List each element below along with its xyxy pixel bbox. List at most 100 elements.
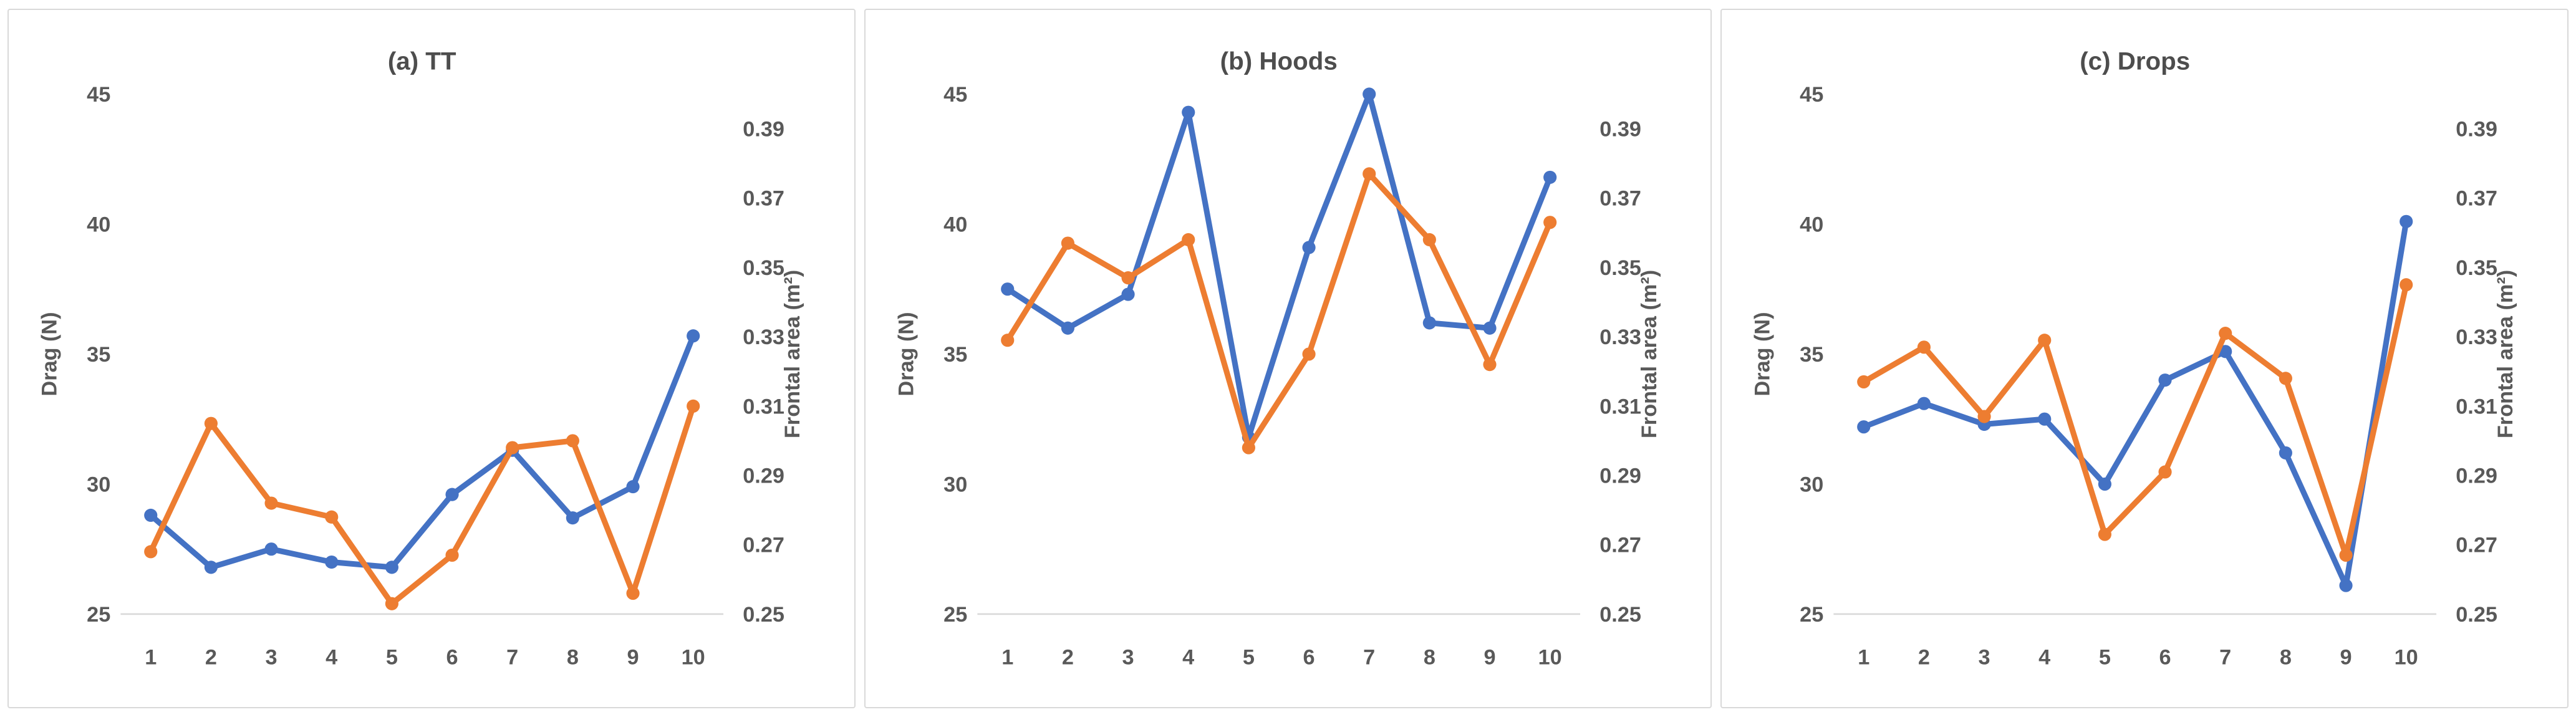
frontal-area-data-point-marker xyxy=(2219,327,2232,340)
right-axis-tick: 0.27 xyxy=(1599,534,1641,557)
left-axis-tick: 45 xyxy=(943,83,967,107)
x-axis-tick: 2 xyxy=(205,646,217,670)
x-axis-tick: 9 xyxy=(2340,646,2352,670)
x-axis-tick: 5 xyxy=(2099,646,2111,670)
frontal-area-data-point-marker xyxy=(2400,278,2413,292)
x-axis-tick: 5 xyxy=(1243,646,1255,670)
x-axis-tick: 9 xyxy=(627,646,639,670)
drag-data-point-marker xyxy=(626,480,640,494)
drag-series-line xyxy=(1861,218,2410,589)
right-axis-tick: 0.33 xyxy=(1599,325,1641,349)
frontal-area-data-point-marker xyxy=(2158,465,2172,479)
x-axis-tick: 1 xyxy=(1001,646,1013,670)
chart-title: (a) TT xyxy=(388,47,456,75)
right-axis-tick: 0.35 xyxy=(1599,256,1641,280)
right-axis-tick: 0.27 xyxy=(743,534,784,557)
frontal-area-data-point-marker xyxy=(1362,167,1376,181)
frontal-area-data-point-marker xyxy=(1483,358,1497,372)
frontal-area-data-point-marker xyxy=(1181,233,1195,247)
frontal-area-data-point-marker xyxy=(2098,527,2112,541)
drag-data-point-marker xyxy=(325,555,339,569)
right-axis-tick: 0.25 xyxy=(2456,603,2498,627)
drag-data-point-marker xyxy=(566,511,579,525)
left-axis-tick: 35 xyxy=(943,343,967,367)
frontal-area-data-point-marker xyxy=(687,399,700,413)
drag-data-point-marker xyxy=(1181,105,1195,119)
right-axis-tick: 0.31 xyxy=(2456,395,2498,418)
chart-title: (b) Hoods xyxy=(1220,47,1337,75)
drag-series-line xyxy=(1004,91,1553,440)
x-axis-tick: 1 xyxy=(145,646,157,670)
drag-data-point-marker xyxy=(1000,282,1014,296)
right-axis-tick: 0.29 xyxy=(1599,464,1641,488)
left-axis-tick: 45 xyxy=(87,83,110,107)
frontal-area-data-point-marker xyxy=(1242,441,1255,455)
frontal-area-data-point-marker xyxy=(204,416,218,430)
drag-data-point-marker xyxy=(1061,321,1074,335)
frontal-area-data-point-marker xyxy=(445,548,459,562)
frontal-area-data-point-marker xyxy=(325,510,339,524)
x-axis-tick: 4 xyxy=(2039,646,2051,670)
left-axis-tick: 35 xyxy=(87,343,110,367)
right-axis-tick: 0.35 xyxy=(2456,256,2498,280)
left-axis-tick: 40 xyxy=(87,213,110,236)
left-axis-tick: 30 xyxy=(1800,473,1824,496)
right-axis-title: Frontal area (m²) xyxy=(781,270,804,438)
drag-data-point-marker xyxy=(687,329,700,343)
frontal-area-series-line xyxy=(148,403,697,607)
frontal-area-data-point-marker xyxy=(385,597,398,610)
frontal-area-data-point-marker xyxy=(1543,216,1556,229)
frontal-area-data-point-marker xyxy=(144,545,158,559)
chart-canvas-a: (a) TT25303540450.250.270.290.310.330.35… xyxy=(38,47,804,670)
frontal-area-data-point-marker xyxy=(264,496,278,510)
drag-data-point-marker xyxy=(144,508,158,522)
drag-data-point-marker xyxy=(2158,373,2172,387)
drag-data-point-marker xyxy=(445,488,459,501)
left-axis-title: Drag (N) xyxy=(1751,312,1775,396)
right-axis-tick: 0.39 xyxy=(1599,118,1641,142)
right-axis-tick: 0.33 xyxy=(2456,325,2498,349)
drag-data-point-marker xyxy=(2038,412,2052,426)
drag-data-point-marker xyxy=(264,542,278,556)
chart-panel-a: (a) TT 25 30 35 40 45 0.25 0.27 0.29 0.31 0.33 0.35… xyxy=(7,9,856,708)
right-axis-tick: 0.39 xyxy=(743,118,784,142)
x-axis-tick: 3 xyxy=(266,646,277,670)
left-axis-title: Drag (N) xyxy=(894,312,918,396)
x-axis-tick: 7 xyxy=(506,646,518,670)
right-axis-tick: 0.37 xyxy=(2456,187,2498,211)
drag-data-point-marker xyxy=(1483,321,1497,335)
frontal-area-series-line xyxy=(1861,282,2410,558)
left-axis-tick: 35 xyxy=(1800,343,1824,367)
right-axis-tick: 0.37 xyxy=(743,187,784,211)
right-axis-tick: 0.31 xyxy=(743,395,784,418)
right-axis-tick: 0.33 xyxy=(743,325,784,349)
drag-series-line xyxy=(148,333,697,570)
drag-data-point-marker xyxy=(1857,420,1871,434)
x-axis-tick: 10 xyxy=(682,646,705,670)
x-axis-tick: 6 xyxy=(446,646,458,670)
x-axis-tick: 3 xyxy=(1122,646,1134,670)
x-axis-tick: 6 xyxy=(2159,646,2171,670)
drag-data-point-marker xyxy=(385,561,398,574)
x-axis-tick: 10 xyxy=(2395,646,2418,670)
frontal-area-data-point-marker xyxy=(2339,548,2353,562)
right-axis-tick: 0.25 xyxy=(743,603,784,627)
frontal-area-data-point-marker xyxy=(1918,340,1931,354)
right-axis-tick: 0.27 xyxy=(2456,534,2498,557)
x-axis-tick: 2 xyxy=(1918,646,1930,670)
frontal-area-series-line xyxy=(1004,171,1553,451)
x-axis-tick: 6 xyxy=(1303,646,1315,670)
frontal-area-data-point-marker xyxy=(2038,334,2052,347)
drag-data-point-marker xyxy=(2279,446,2293,460)
frontal-area-data-point-marker xyxy=(1061,236,1074,250)
frontal-area-data-point-marker xyxy=(1977,410,1991,423)
frontal-area-data-point-marker xyxy=(1422,233,1436,247)
x-axis-tick: 2 xyxy=(1062,646,1074,670)
right-axis-tick: 0.29 xyxy=(2456,464,2498,488)
chart-panel-c: (c) Drops 25 30 35 40 45 0.25 0.27 0.29 0.31 0.33 0… xyxy=(1720,9,2569,708)
frontal-area-data-point-marker xyxy=(626,586,640,600)
x-axis-tick: 1 xyxy=(1858,646,1870,670)
x-axis-tick: 9 xyxy=(1483,646,1495,670)
drag-data-point-marker xyxy=(1302,241,1316,254)
